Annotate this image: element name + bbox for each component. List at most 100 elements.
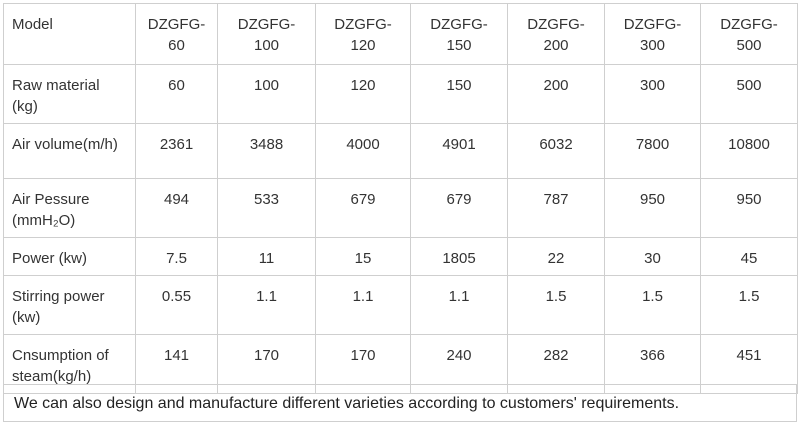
table-cell: Air volume(m/h) — [3, 123, 136, 179]
cell-text: 30 — [644, 250, 661, 267]
table-cell: DZGFG-200 — [507, 3, 605, 65]
table-cell: 787 — [507, 178, 605, 238]
table-cell: 45 — [700, 237, 798, 276]
cell-text: DZGFG-500 — [720, 16, 778, 54]
table-cell: 1.1 — [315, 275, 411, 335]
cell-text: 120 — [350, 77, 376, 94]
table-cell: 0.55 — [135, 275, 218, 335]
table-cell: 950 — [700, 178, 798, 238]
table-cell: 679 — [410, 178, 508, 238]
cell-text: Stirring power (kw) — [12, 288, 105, 326]
table-cell: Stirring power (kw) — [3, 275, 136, 335]
table-cell: 7800 — [604, 123, 701, 179]
table-cell: DZGFG-100 — [217, 3, 316, 65]
table-cell: Model — [3, 3, 136, 65]
cell-text: 950 — [639, 191, 666, 208]
table-cell: 15 — [315, 237, 411, 276]
cell-text: 494 — [163, 191, 190, 208]
table-cell: 200 — [507, 64, 605, 124]
table-cell: 1.5 — [700, 275, 798, 335]
cell-text: 170 — [253, 347, 280, 364]
table-cell: 1.1 — [217, 275, 316, 335]
table-cell: 7.5 — [135, 237, 218, 276]
cell-text: DZGFG-150 — [430, 16, 488, 54]
cell-text: 500 — [736, 77, 762, 94]
table-cell: 950 — [604, 178, 701, 238]
cell-text: 0.55 — [161, 288, 192, 305]
table-cell: 3488 — [217, 123, 316, 179]
spec-table-wrap: Model DZGFG-60 DZGFG-100 DZGFG-120 DZGFG-150… — [3, 3, 798, 394]
cell-text: 22 — [547, 250, 565, 267]
cell-text: 787 — [543, 191, 569, 208]
cell-text: Raw material (kg) — [12, 77, 100, 115]
table-cell: Raw material (kg) — [3, 64, 136, 124]
table-cell: 6032 — [507, 123, 605, 179]
cell-text: Air Pessure (mmH₂O) — [12, 191, 90, 229]
spec-table: Model DZGFG-60 DZGFG-100 DZGFG-120 DZGFG-150… — [3, 3, 798, 394]
table-cell: 1.5 — [604, 275, 701, 335]
table-cell: 100 — [217, 64, 316, 124]
table-row: Raw material (kg) 60 100 120 150 200 300 500 — [3, 64, 798, 124]
table-row: Model DZGFG-60 DZGFG-100 DZGFG-120 DZGFG-150… — [3, 3, 798, 65]
table-cell: Air Pessure (mmH₂O) — [3, 178, 136, 238]
table-cell: 4000 — [315, 123, 411, 179]
table-cell: 494 — [135, 178, 218, 238]
cell-text: Air volume(m/h) — [12, 136, 118, 153]
cell-text: 10800 — [728, 136, 770, 153]
cell-text: 366 — [639, 347, 666, 364]
cell-text: 300 — [639, 77, 666, 94]
table-row: Power (kw) 7.5 11 15 1805 22 30 45 — [3, 237, 798, 276]
table-cell: 22 — [507, 237, 605, 276]
cell-text: 1.1 — [352, 288, 374, 305]
cell-text: 4901 — [442, 136, 476, 153]
cell-text: 533 — [253, 191, 280, 208]
table-cell: 4901 — [410, 123, 508, 179]
cell-text: 7800 — [635, 136, 670, 153]
cell-text: 45 — [740, 250, 758, 267]
cell-text: 1.1 — [448, 288, 470, 305]
cell-text: Power (kw) — [12, 250, 88, 267]
cell-text: 950 — [736, 191, 762, 208]
cell-text: DZGFG-200 — [527, 16, 585, 54]
cell-text: 282 — [543, 347, 569, 364]
cell-text: 15 — [354, 250, 372, 267]
cell-text: 240 — [446, 347, 472, 364]
cell-text: 4000 — [346, 136, 380, 153]
cell-text: 1.5 — [545, 288, 567, 305]
cell-text: DZGFG-120 — [334, 16, 392, 54]
cell-text: 451 — [736, 347, 762, 364]
table-row: Stirring power (kw) 0.55 1.1 1.1 1.1 1.5 1.5 1.… — [3, 275, 798, 335]
table-cell: 10800 — [700, 123, 798, 179]
cell-text: 150 — [446, 77, 472, 94]
cell-text: DZGFG-300 — [623, 16, 682, 54]
table-cell: 1.5 — [507, 275, 605, 335]
table-cell: 30 — [604, 237, 701, 276]
cell-text: 679 — [446, 191, 472, 208]
table-row: Air Pessure (mmH₂O) 494 533 679 679 787 950 950 — [3, 178, 798, 238]
cell-text: 6032 — [539, 136, 573, 153]
table-cell: 300 — [604, 64, 701, 124]
table-cell: 120 — [315, 64, 411, 124]
cell-text: 1.1 — [256, 288, 277, 305]
table-cell: 500 — [700, 64, 798, 124]
table-cell: DZGFG-60 — [135, 3, 218, 65]
cell-text: 200 — [543, 77, 569, 94]
table-cell: 11 — [217, 237, 316, 276]
table-cell: 1.1 — [410, 275, 508, 335]
cell-text: 1.5 — [642, 288, 663, 305]
cell-text: 100 — [253, 77, 280, 94]
cell-text: Cnsumption of steam(kg/h) — [12, 347, 109, 385]
table-cell: 533 — [217, 178, 316, 238]
cell-text: 1.5 — [738, 288, 760, 305]
cell-text: 2361 — [159, 136, 194, 153]
cell-text: 11 — [258, 250, 275, 267]
table-cell: DZGFG-120 — [315, 3, 411, 65]
table-cell: DZGFG-300 — [604, 3, 701, 65]
table-cell: 2361 — [135, 123, 218, 179]
cell-text: 170 — [350, 347, 376, 364]
cell-text: 60 — [168, 77, 185, 94]
table-cell: 150 — [410, 64, 508, 124]
cell-text: 1805 — [442, 250, 476, 267]
cell-text: 141 — [163, 347, 190, 364]
